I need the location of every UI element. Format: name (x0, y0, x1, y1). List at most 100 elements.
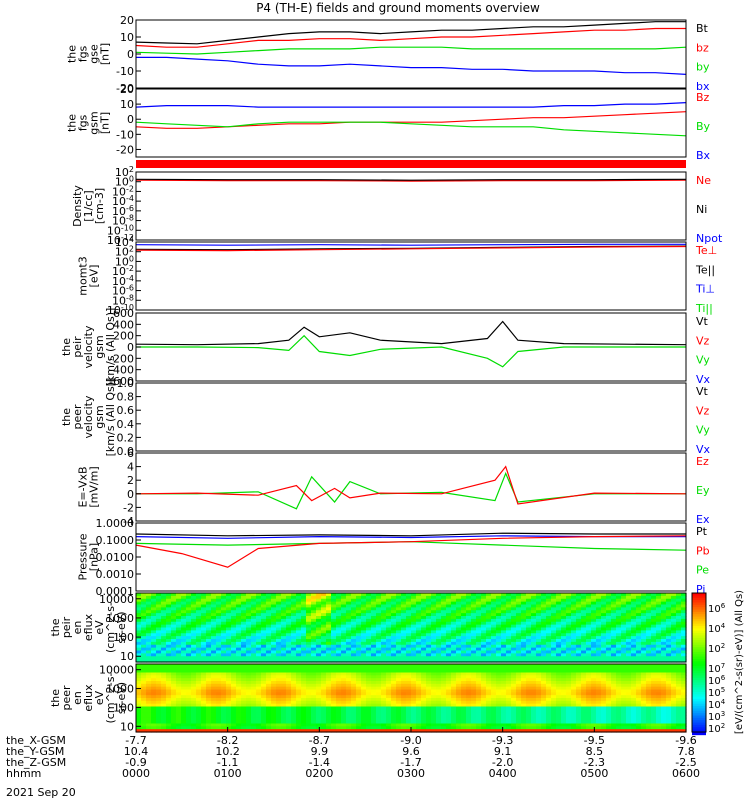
heatmap-cell (286, 686, 292, 691)
heatmap-cell (426, 644, 432, 649)
heatmap-cell (291, 703, 297, 708)
heatmap-cell (281, 664, 287, 668)
heatmap-cell (226, 695, 232, 699)
heatmap-cell (471, 650, 477, 654)
heatmap-cell (191, 720, 197, 725)
heatmap-cell (576, 675, 582, 679)
heatmap-cell (536, 633, 542, 637)
heatmap-cell (546, 604, 552, 608)
heatmap-cell (151, 653, 157, 657)
heatmap-cell (276, 624, 282, 629)
heatmap-cell (216, 689, 222, 693)
heatmap-cell (521, 706, 527, 710)
heatmap-cell (301, 678, 307, 682)
heatmap-cell (421, 627, 427, 631)
heatmap-cell (576, 621, 582, 626)
heatmap-cell (501, 610, 507, 614)
heatmap-cell (231, 709, 237, 713)
heatmap-cell (236, 698, 242, 702)
heatmap-cell (316, 659, 322, 663)
heatmap-cell (346, 607, 352, 611)
heatmap-cell (166, 647, 172, 652)
heatmap-cell (171, 598, 177, 603)
heatmap-cell (506, 664, 512, 668)
heatmap-cell (341, 613, 347, 617)
heatmap-cell (486, 666, 492, 671)
heatmap-cell (211, 664, 217, 668)
heatmap-cell (461, 664, 467, 668)
heatmap-cell (241, 683, 247, 688)
heatmap-cell (386, 672, 392, 676)
y-axis-label: peir (60, 616, 73, 638)
heatmap-cell (171, 624, 177, 629)
heatmap-cell (236, 656, 242, 660)
heatmap-cell (301, 703, 307, 708)
heatmap-cell (506, 607, 512, 611)
y-axis-label: fgs (77, 45, 90, 62)
heatmap-cell (521, 729, 527, 733)
heatmap-cell (426, 700, 432, 705)
heatmap-cell (431, 681, 437, 685)
heatmap-cell (611, 601, 617, 606)
heatmap-cell (441, 664, 447, 668)
heatmap-cell (311, 650, 317, 654)
heatmap-cell (186, 669, 192, 674)
heatmap-cell (441, 621, 447, 626)
heatmap-cell (341, 653, 347, 657)
heatmap-cell (216, 678, 222, 682)
heatmap-cell (161, 593, 167, 597)
heatmap-cell (636, 624, 642, 629)
heatmap-cell (476, 678, 482, 682)
heatmap-cell (531, 692, 537, 696)
heatmap-cell (546, 636, 552, 640)
heatmap-cell (376, 700, 382, 705)
heatmap-cell (411, 639, 417, 643)
heatmap-cell (196, 686, 202, 691)
heatmap-cell (481, 703, 487, 708)
heatmap-cell (601, 630, 607, 634)
heatmap-cell (471, 627, 477, 631)
heatmap-cell (246, 681, 252, 685)
heatmap-cell (566, 624, 572, 629)
heatmap-cell (476, 726, 482, 730)
heatmap-cell (466, 726, 472, 730)
heatmap-cell (321, 669, 327, 674)
heatmap-cell (201, 641, 207, 646)
heatmap-cell (316, 698, 322, 702)
heatmap-cell (536, 675, 542, 679)
heatmap-cell (511, 598, 517, 603)
heatmap-cell (141, 650, 147, 654)
heatmap-cell (301, 666, 307, 671)
heatmap-cell (271, 698, 277, 702)
heatmap-cell (421, 630, 427, 634)
heatmap-cell (271, 601, 277, 606)
heatmap-cell (486, 664, 492, 668)
heatmap-cell (526, 641, 532, 646)
heatmap-cell (501, 633, 507, 637)
heatmap-cell (506, 598, 512, 603)
heatmap-cell (316, 633, 322, 637)
heatmap-cell (251, 712, 257, 716)
heatmap-cell (511, 678, 517, 682)
heatmap-cell (506, 689, 512, 693)
heatmap-cell (641, 624, 647, 629)
heatmap-cell (541, 672, 547, 676)
heatmap-cell (431, 644, 437, 649)
heatmap-cell (151, 598, 157, 603)
heatmap-cell (356, 624, 362, 629)
heatmap-cell (591, 613, 597, 617)
heatmap-cell (246, 604, 252, 608)
heatmap-cell (561, 709, 567, 713)
heatmap-cell (171, 607, 177, 611)
heatmap-cell (291, 692, 297, 696)
heatmap-cell (541, 613, 547, 617)
heatmap-cell (471, 669, 477, 674)
heatmap-cell (441, 639, 447, 643)
heatmap-cell (186, 723, 192, 727)
heatmap-cell (526, 627, 532, 631)
heatmap-cell (496, 604, 502, 608)
heatmap-cell (216, 627, 222, 631)
heatmap-cell (411, 695, 417, 699)
heatmap-cell (551, 675, 557, 679)
heatmap-cell (261, 720, 267, 725)
